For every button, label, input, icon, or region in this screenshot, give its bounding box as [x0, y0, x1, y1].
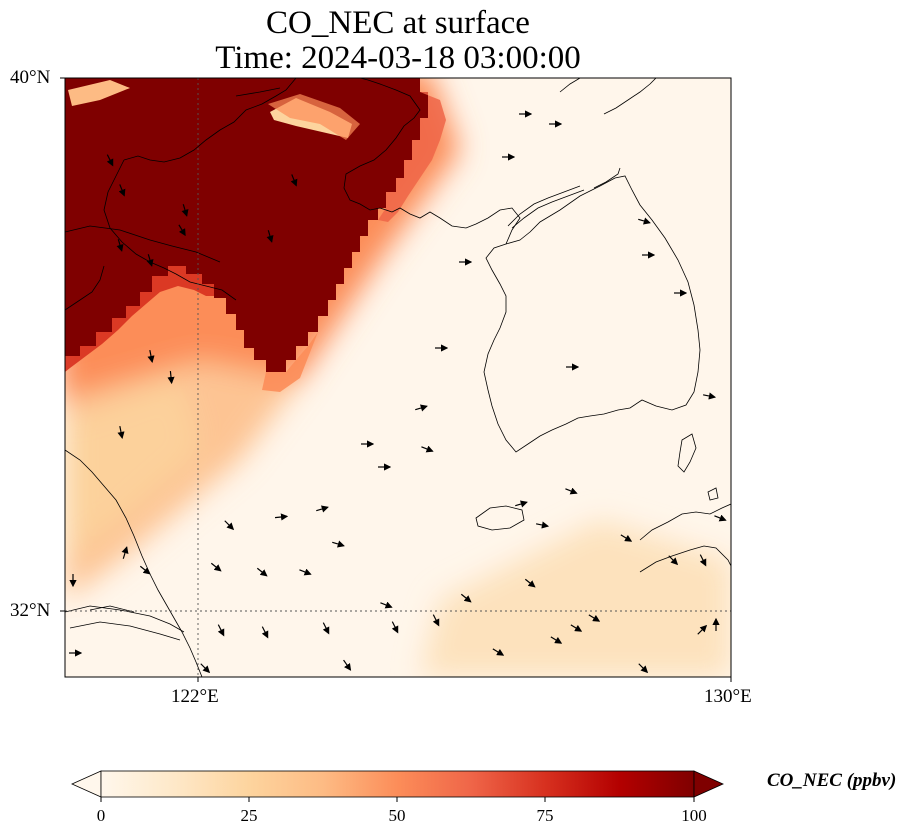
wind-arrow	[316, 505, 329, 513]
wind-arrow	[139, 565, 151, 575]
map-title-line1: CO_NEC at surface	[266, 5, 530, 41]
wind-arrow	[147, 349, 155, 364]
wind-arrow	[322, 622, 330, 635]
wind-arrow	[588, 614, 601, 622]
lat-label-32n: 32°N	[10, 600, 51, 621]
wind-arrow	[570, 624, 583, 632]
wind-arrow	[492, 648, 505, 656]
wind-arrow	[380, 601, 393, 609]
lat-label-40n: 40°N	[10, 67, 51, 88]
wind-arrow	[200, 663, 211, 674]
colorbar-tick-100: 100	[681, 806, 707, 825]
wind-arrow	[620, 534, 633, 542]
wind-arrow	[217, 624, 225, 637]
wind-arrow	[697, 624, 708, 635]
wind-arrow	[432, 614, 440, 627]
wind-arrow	[266, 230, 274, 243]
wind-arrow	[299, 568, 312, 576]
wind-arrow	[261, 626, 269, 639]
wind-arrow	[421, 445, 434, 453]
wind-arrow	[699, 554, 707, 567]
wind-arrow	[224, 520, 235, 531]
wind-arrow	[343, 659, 352, 671]
wind-arrow	[274, 513, 289, 521]
wind-arrow	[702, 392, 717, 400]
colorbar-tick-75: 75	[536, 806, 554, 825]
wind-arrow	[391, 621, 399, 634]
wind-arrow	[515, 500, 528, 508]
wind-arrow	[332, 540, 345, 548]
map-title-line2: Time: 2024-03-18 03:00:00	[215, 40, 581, 76]
wind-arrow	[146, 254, 154, 267]
wind-arrow	[181, 204, 189, 217]
wind-arrow	[290, 174, 298, 187]
lon-label-130e: 130°E	[704, 686, 752, 707]
wind-arrow	[178, 224, 186, 237]
colorbar-tick-50: 50	[388, 806, 406, 825]
wind-arrow	[118, 184, 126, 197]
wind-arrow	[116, 239, 124, 252]
map-frame	[64, 77, 732, 678]
wind-arrow	[121, 546, 129, 559]
wind-arrow	[167, 370, 175, 385]
wind-arrow	[117, 425, 125, 440]
lon-label-122e: 122°E	[171, 686, 219, 707]
wind-arrow	[415, 404, 428, 412]
colorbar-tick-0: 0	[96, 806, 106, 825]
wind-arrow	[256, 567, 268, 577]
wind-arrow	[550, 636, 563, 644]
wind-arrow	[460, 593, 472, 603]
axis-ticks	[60, 77, 732, 682]
wind-arrow	[535, 521, 550, 529]
wind-arrow	[668, 555, 679, 566]
wind-arrow	[210, 562, 222, 572]
wind-arrow	[565, 487, 578, 495]
co-field-high	[65, 78, 428, 372]
wind-arrow	[714, 514, 727, 522]
wind-arrow	[524, 578, 536, 588]
wind-vectors	[69, 110, 727, 674]
colorbar-tick-25: 25	[240, 806, 258, 825]
wind-arrow	[638, 663, 649, 674]
gridlines	[65, 78, 731, 677]
wind-arrow	[638, 217, 651, 225]
wind-arrow	[106, 154, 114, 167]
colorbar-label: CO_NEC (ppbv)	[767, 770, 897, 791]
coastlines	[65, 78, 731, 677]
